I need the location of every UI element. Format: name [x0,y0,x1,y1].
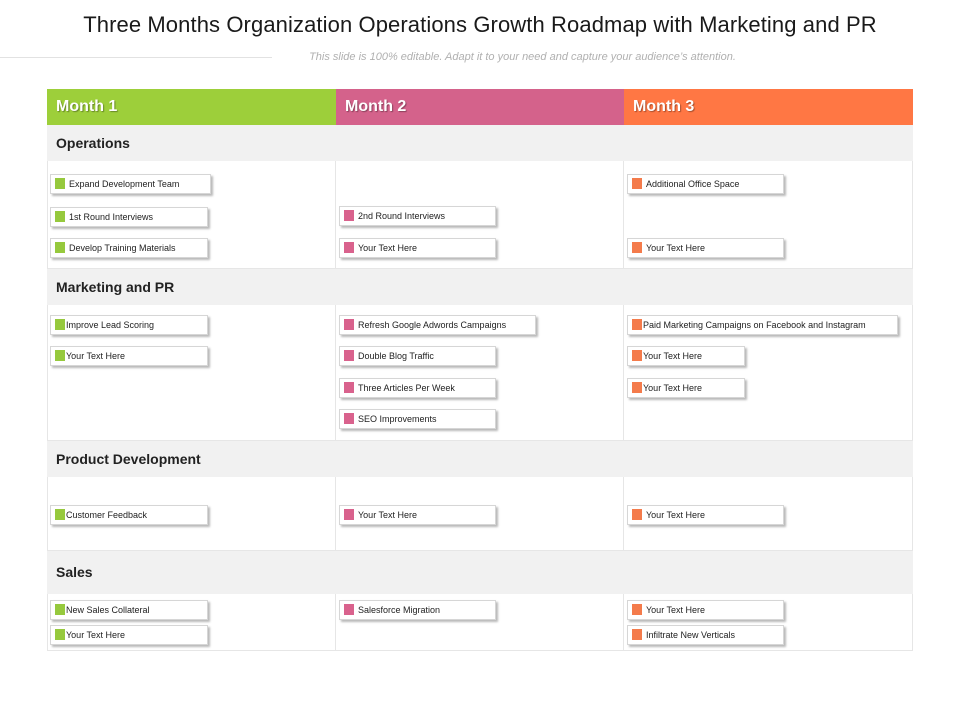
orange-square-icon [632,178,642,189]
task-card[interactable]: Improve Lead Scoring [50,315,208,335]
green-square-icon [55,604,65,615]
task-card[interactable]: Develop Training Materials [50,238,208,258]
pink-square-icon [344,604,354,615]
header-month-2: Month 2 [336,89,624,125]
task-card[interactable]: New Sales Collateral [50,600,208,620]
orange-square-icon [632,319,642,330]
task-card[interactable]: Your Text Here [627,378,745,398]
section-product-development: Product Development [47,441,913,477]
task-card[interactable]: Paid Marketing Campaigns on Facebook and… [627,315,898,335]
task-card[interactable]: 1st Round Interviews [50,207,208,227]
header-month-3: Month 3 [624,89,913,125]
task-card[interactable]: 2nd Round Interviews [339,206,496,226]
orange-square-icon [632,350,642,361]
section-sales: Sales [47,551,913,594]
slide-subtitle: This slide is 100% editable. Adapt it to… [309,51,736,63]
task-card[interactable]: Your Text Here [627,600,784,620]
task-card[interactable]: Salesforce Migration [339,600,496,620]
pink-square-icon [344,509,354,520]
task-card[interactable]: Infiltrate New Verticals [627,625,784,645]
task-card[interactable]: Your Text Here [339,505,496,525]
green-square-icon [55,509,65,520]
pink-square-icon [344,350,354,361]
pink-square-icon [344,413,354,424]
pink-square-icon [344,319,354,330]
section-operations: Operations [47,125,913,161]
pink-square-icon [344,210,354,221]
green-square-icon [55,319,65,330]
orange-square-icon [632,604,642,615]
green-square-icon [55,242,65,253]
task-card[interactable]: Your Text Here [627,505,784,525]
orange-square-icon [632,242,642,253]
task-card[interactable]: Your Text Here [50,346,208,366]
orange-square-icon [632,629,642,640]
section-marketing-pr: Marketing and PR [47,269,913,305]
task-card[interactable]: Customer Feedback [50,505,208,525]
task-card[interactable]: SEO Improvements [339,409,496,429]
green-square-icon [55,178,65,189]
divider-line [0,57,272,58]
green-square-icon [55,350,65,361]
orange-square-icon [632,382,642,393]
header-month-1: Month 1 [47,89,336,125]
roadmap-table: Month 1 Month 2 Month 3 Operations Marke… [47,89,913,651]
task-card[interactable]: Your Text Here [627,238,784,258]
task-card[interactable]: Your Text Here [627,346,745,366]
pink-square-icon [344,382,354,393]
task-card[interactable]: Your Text Here [339,238,496,258]
orange-square-icon [632,509,642,520]
task-card[interactable]: Refresh Google Adwords Campaigns [339,315,536,335]
pink-square-icon [344,242,354,253]
task-card[interactable]: Your Text Here [50,625,208,645]
slide-title: Three Months Organization Operations Gro… [83,12,877,37]
task-card[interactable]: Additional Office Space [627,174,784,194]
green-square-icon [55,629,65,640]
task-card[interactable]: Expand Development Team [50,174,211,194]
green-square-icon [55,211,65,222]
task-card[interactable]: Three Articles Per Week [339,378,496,398]
task-card[interactable]: Double Blog Traffic [339,346,496,366]
